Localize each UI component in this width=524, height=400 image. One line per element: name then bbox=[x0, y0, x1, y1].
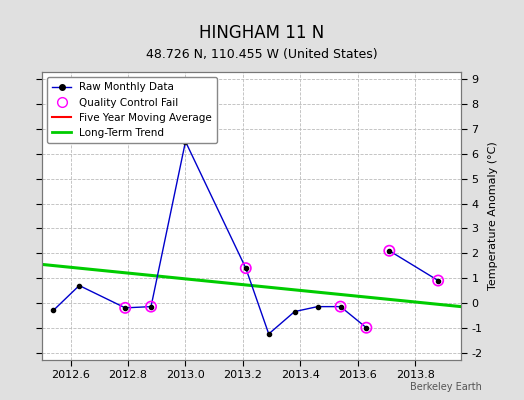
Point bbox=[121, 305, 129, 311]
Point bbox=[362, 324, 370, 331]
Point bbox=[385, 248, 394, 254]
Text: Berkeley Earth: Berkeley Earth bbox=[410, 382, 482, 392]
Legend: Raw Monthly Data, Quality Control Fail, Five Year Moving Average, Long-Term Tren: Raw Monthly Data, Quality Control Fail, … bbox=[47, 77, 217, 143]
Point bbox=[434, 277, 442, 284]
Point bbox=[336, 304, 345, 310]
Point bbox=[147, 304, 155, 310]
Text: 48.726 N, 110.455 W (United States): 48.726 N, 110.455 W (United States) bbox=[146, 48, 378, 61]
Point bbox=[242, 265, 250, 271]
Text: HINGHAM 11 N: HINGHAM 11 N bbox=[199, 24, 325, 42]
Y-axis label: Temperature Anomaly (°C): Temperature Anomaly (°C) bbox=[488, 142, 498, 290]
